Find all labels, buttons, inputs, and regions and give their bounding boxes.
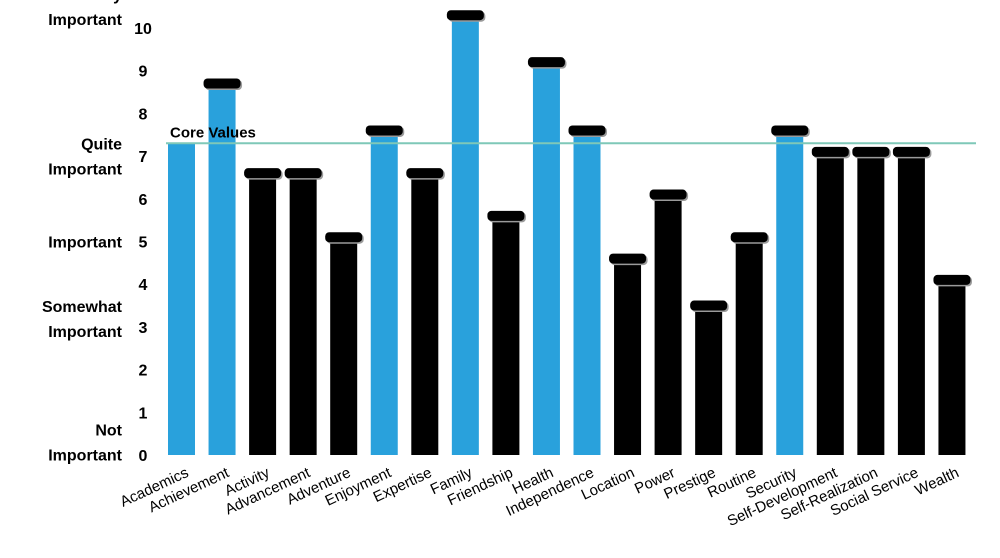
bar xyxy=(451,15,479,455)
bar-cap xyxy=(771,125,809,136)
bar-advancement xyxy=(284,168,324,455)
bar-cap xyxy=(527,57,565,68)
y-tick-label: 1 xyxy=(139,405,148,422)
bar-security xyxy=(771,125,810,456)
bar xyxy=(573,130,601,456)
bar-cap xyxy=(609,253,647,264)
y-category-label-line: Somewhat xyxy=(42,299,123,316)
bar xyxy=(695,305,723,455)
bar xyxy=(938,279,966,455)
y-tick-label: 9 xyxy=(139,64,148,81)
bar-cap xyxy=(933,274,971,285)
bar-cap xyxy=(365,125,403,136)
bars-group xyxy=(168,10,972,456)
bar-wealth xyxy=(933,274,972,455)
bar xyxy=(330,237,358,455)
y-tick-label: 4 xyxy=(139,277,148,294)
bar-expertise xyxy=(406,168,445,455)
bar-self-realization xyxy=(852,146,891,455)
y-category-label: Very Important xyxy=(48,0,122,29)
bar-social-service xyxy=(892,146,932,455)
y-tick-label: 0 xyxy=(139,448,148,465)
core-values-label: Core Values xyxy=(170,124,256,141)
bar xyxy=(816,151,844,455)
bar-cap xyxy=(487,210,525,221)
bar-activity xyxy=(244,168,283,455)
y-category-label: Quite Important xyxy=(48,137,122,179)
bar xyxy=(776,130,804,456)
bar-enjoyment xyxy=(365,125,405,456)
bar xyxy=(857,151,885,455)
bar xyxy=(249,173,277,455)
y-category-label-line: Quite xyxy=(81,137,122,154)
bar-academics xyxy=(168,143,195,456)
y-category-labels: VeryImportantQuiteImportantImportantSome… xyxy=(42,0,123,465)
bar-power xyxy=(649,189,689,455)
bar-location xyxy=(609,253,648,455)
y-tick-label: 2 xyxy=(139,363,148,380)
bar-cap xyxy=(730,232,768,243)
bar xyxy=(411,173,439,455)
bar xyxy=(897,151,925,455)
y-category-label-line: Very xyxy=(88,0,122,4)
bar xyxy=(370,130,398,456)
x-tick-label-wealth: Wealth xyxy=(912,464,961,499)
bar xyxy=(289,173,317,455)
bar-independence xyxy=(568,125,607,456)
bar-health xyxy=(527,57,567,455)
y-category-label-line: Important xyxy=(48,324,122,341)
bar xyxy=(532,62,560,455)
bar-cap xyxy=(406,168,444,179)
bar-cap xyxy=(852,146,890,157)
bar-cap xyxy=(446,10,484,21)
x-category-labels: AcademicsAchievementActivityAdvancementA… xyxy=(118,464,962,530)
y-tick-label: 3 xyxy=(139,320,148,337)
core-values-reference: Core Values xyxy=(166,124,976,145)
bar-family xyxy=(446,10,486,455)
bar xyxy=(492,215,520,455)
bar-cap xyxy=(811,146,849,157)
bar-cap xyxy=(244,168,282,179)
bar-achievement xyxy=(203,78,243,455)
bar-cap xyxy=(284,168,322,179)
bar-cap xyxy=(649,189,687,200)
bar-cap xyxy=(325,232,363,243)
y-category-label: Not Important xyxy=(48,423,122,465)
bar-routine xyxy=(730,232,770,455)
bar-self-development xyxy=(811,146,851,455)
y-tick-label: 5 xyxy=(139,235,148,252)
y-category-label-line: Not xyxy=(95,423,122,440)
y-tick-label: 7 xyxy=(139,149,148,166)
bar-cap xyxy=(203,78,241,89)
y-tick-label: 10 xyxy=(134,21,152,38)
bar-cap xyxy=(892,146,930,157)
bar-cap xyxy=(568,125,606,136)
bar-adventure xyxy=(325,232,364,455)
bar xyxy=(654,194,682,455)
y-tick-label: 6 xyxy=(139,192,148,209)
y-category-label-line: Important xyxy=(48,448,122,465)
y-tick-label: 8 xyxy=(139,106,148,123)
bar xyxy=(208,83,236,455)
bar xyxy=(735,237,763,455)
bar xyxy=(168,143,195,456)
bar-cap xyxy=(690,300,728,311)
y-category-label-line: Important xyxy=(48,235,122,252)
y-tick-labels: 0 1 2 3 4 5 6 7 8 9 10 xyxy=(134,21,152,465)
bar xyxy=(614,258,642,455)
y-category-label-line: Important xyxy=(48,12,122,29)
y-category-label: Somewhat Important xyxy=(42,299,123,341)
bar-friendship xyxy=(487,210,526,455)
y-category-label-line: Important xyxy=(48,162,122,179)
bar-prestige xyxy=(690,300,729,455)
y-category-label: Important xyxy=(48,235,122,252)
